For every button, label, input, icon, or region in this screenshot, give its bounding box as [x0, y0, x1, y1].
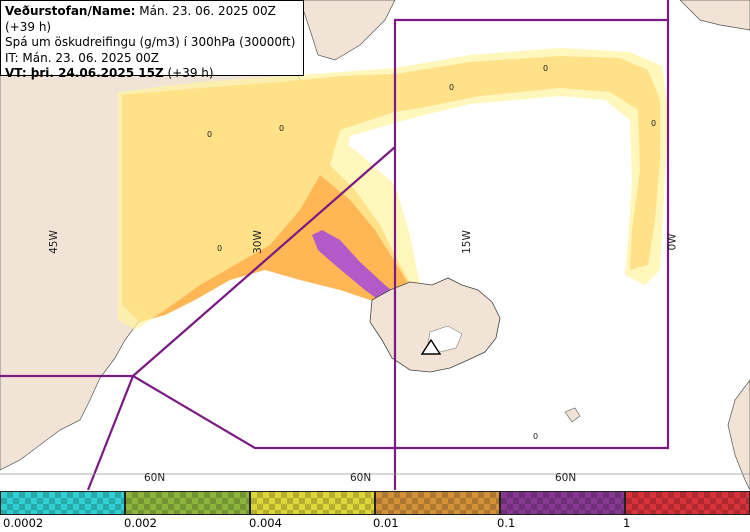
- iceland-land: [369, 277, 501, 373]
- valid-time-label: VT: þri. 24.06.2025 15Z: [5, 66, 164, 80]
- legend-swatch-0: [0, 491, 125, 515]
- concentration-legend: 0.0002 0.002 0.004 0.01 0.1 1: [0, 491, 750, 532]
- norway-land: [727, 379, 750, 490]
- legend-swatch-5: [625, 491, 750, 515]
- fir-boundary: [0, 0, 670, 490]
- legend-tick-0.004: 0.004: [249, 516, 282, 530]
- info-line-3: IT: Mán. 23. 06. 2025 00Z: [5, 50, 159, 65]
- lon-label-0w: 0W: [666, 233, 679, 251]
- arctic-land-right: [679, 0, 750, 31]
- contour-label: 0: [279, 124, 285, 133]
- contour-label: 0: [533, 432, 539, 441]
- legend-tick-1: 1: [623, 516, 631, 530]
- svalbard-land: [299, 0, 396, 61]
- contour-label: 0: [543, 64, 549, 73]
- legend-tick-0.002: 0.002: [124, 516, 157, 530]
- volcano-triangle-icon: [420, 338, 442, 355]
- legend-tick-0.01: 0.01: [373, 516, 399, 530]
- info-line-4: VT: þri. 24.06.2025 15Z (+39 h): [5, 66, 299, 82]
- lat-label-1: 60N: [144, 472, 166, 484]
- contour-label: 0: [651, 119, 657, 128]
- valid-time-offset: (+39 h): [167, 66, 214, 80]
- contour-label: 0: [449, 83, 455, 92]
- legend-swatch-1: [125, 491, 250, 515]
- legend-tick-0.1: 0.1: [497, 516, 516, 530]
- legend-swatch-4: [500, 491, 625, 515]
- contour-label: 0: [207, 130, 213, 139]
- map-canvas: [0, 0, 750, 490]
- lon-label-30w: 30W: [251, 230, 264, 254]
- map[interactable]: 45W 30W 15W 0W 60N 60N 60N 0 0 0 0 0 0 0: [0, 0, 750, 490]
- info-line-2: Spá um öskudreifingu (g/m3) í 300hPa (30…: [5, 35, 296, 49]
- lon-label-45w: 45W: [47, 230, 60, 254]
- lon-label-15w: 15W: [460, 230, 473, 254]
- issue-time: Mán. 23. 06. 2025 00Z (+39 h): [5, 4, 276, 34]
- contour-label: 0: [217, 244, 223, 253]
- issuer-label: Veðurstofan/Name:: [5, 4, 136, 18]
- info-line-1: Veðurstofan/Name: Mán. 23. 06. 2025 00Z …: [5, 4, 299, 35]
- lat-label-3: 60N: [555, 472, 577, 484]
- legend-swatch-3: [375, 491, 500, 515]
- faroe-islands: [564, 407, 581, 423]
- legend-swatch-2: [250, 491, 375, 515]
- lat-label-2: 60N: [350, 472, 372, 484]
- forecast-info-box: Veðurstofan/Name: Mán. 23. 06. 2025 00Z …: [0, 0, 304, 80]
- legend-tick-0.0002: 0.0002: [3, 516, 44, 530]
